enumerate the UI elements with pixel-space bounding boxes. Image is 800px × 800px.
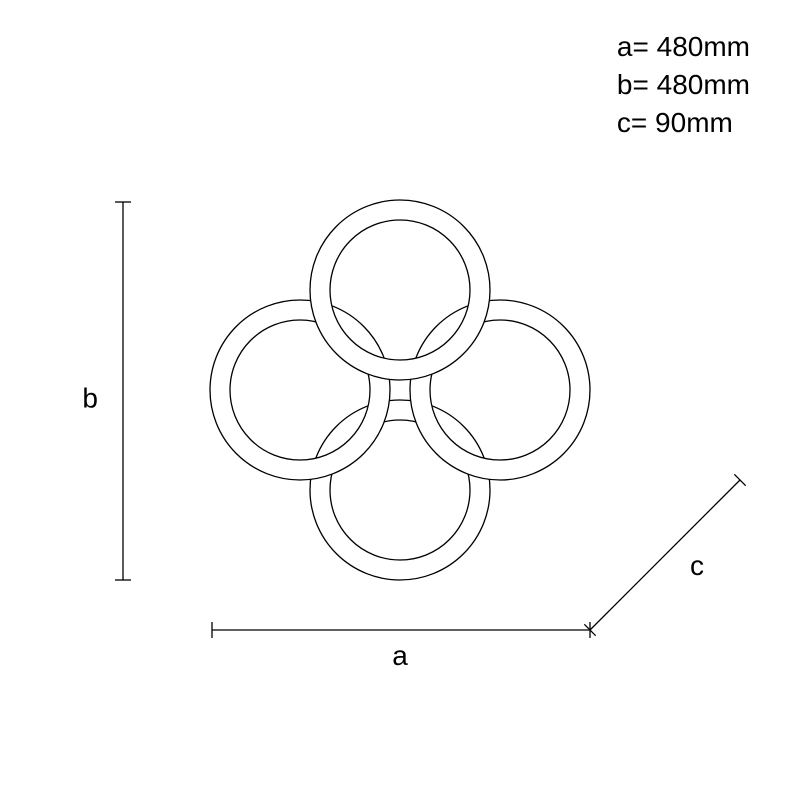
ring-bottom	[310, 400, 490, 580]
ring-left	[210, 300, 390, 480]
ring-top	[310, 200, 490, 380]
dim-c-line	[590, 480, 740, 630]
technical-drawing: b a c	[0, 0, 800, 800]
dim-a-label: a	[392, 640, 408, 671]
dim-c-label: c	[690, 550, 704, 581]
dim-b-label: b	[82, 382, 98, 413]
ring-right	[410, 300, 590, 480]
diagram-canvas: a= 480mm b= 480mm c= 90mm bac	[0, 0, 800, 800]
